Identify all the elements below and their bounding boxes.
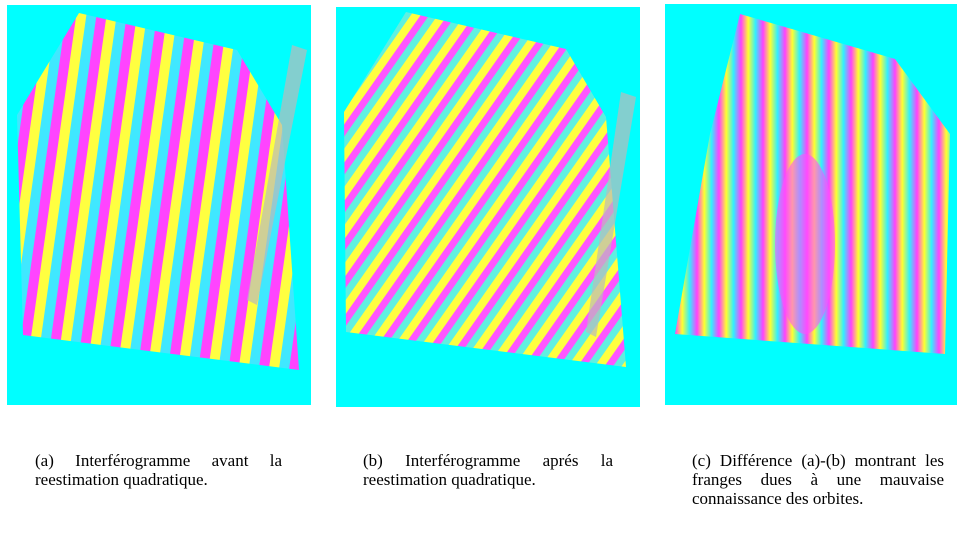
interferogram-b	[336, 7, 640, 407]
caption-label: (a)	[35, 451, 54, 470]
caption-text: Interférogramme aprés la reestimation qu…	[363, 451, 613, 489]
caption: (b) Interférogramme aprés la reestimatio…	[363, 451, 613, 489]
caption-label: (c)	[692, 451, 711, 470]
caption-label: (b)	[363, 451, 383, 470]
caption-text: Différence (a)-(b) montrant les franges …	[692, 451, 944, 508]
figure-page: {"panels": [ {"label": "(a)", "caption":…	[0, 0, 957, 546]
caption-text: Interférogramme avant la reestimation qu…	[35, 451, 282, 489]
interferogram-a	[7, 5, 311, 405]
caption: (c) Différence (a)-(b) montrant les fran…	[692, 451, 944, 508]
difference-image	[665, 4, 957, 405]
caption: (a) Interférogramme avant la reestimatio…	[35, 451, 282, 489]
